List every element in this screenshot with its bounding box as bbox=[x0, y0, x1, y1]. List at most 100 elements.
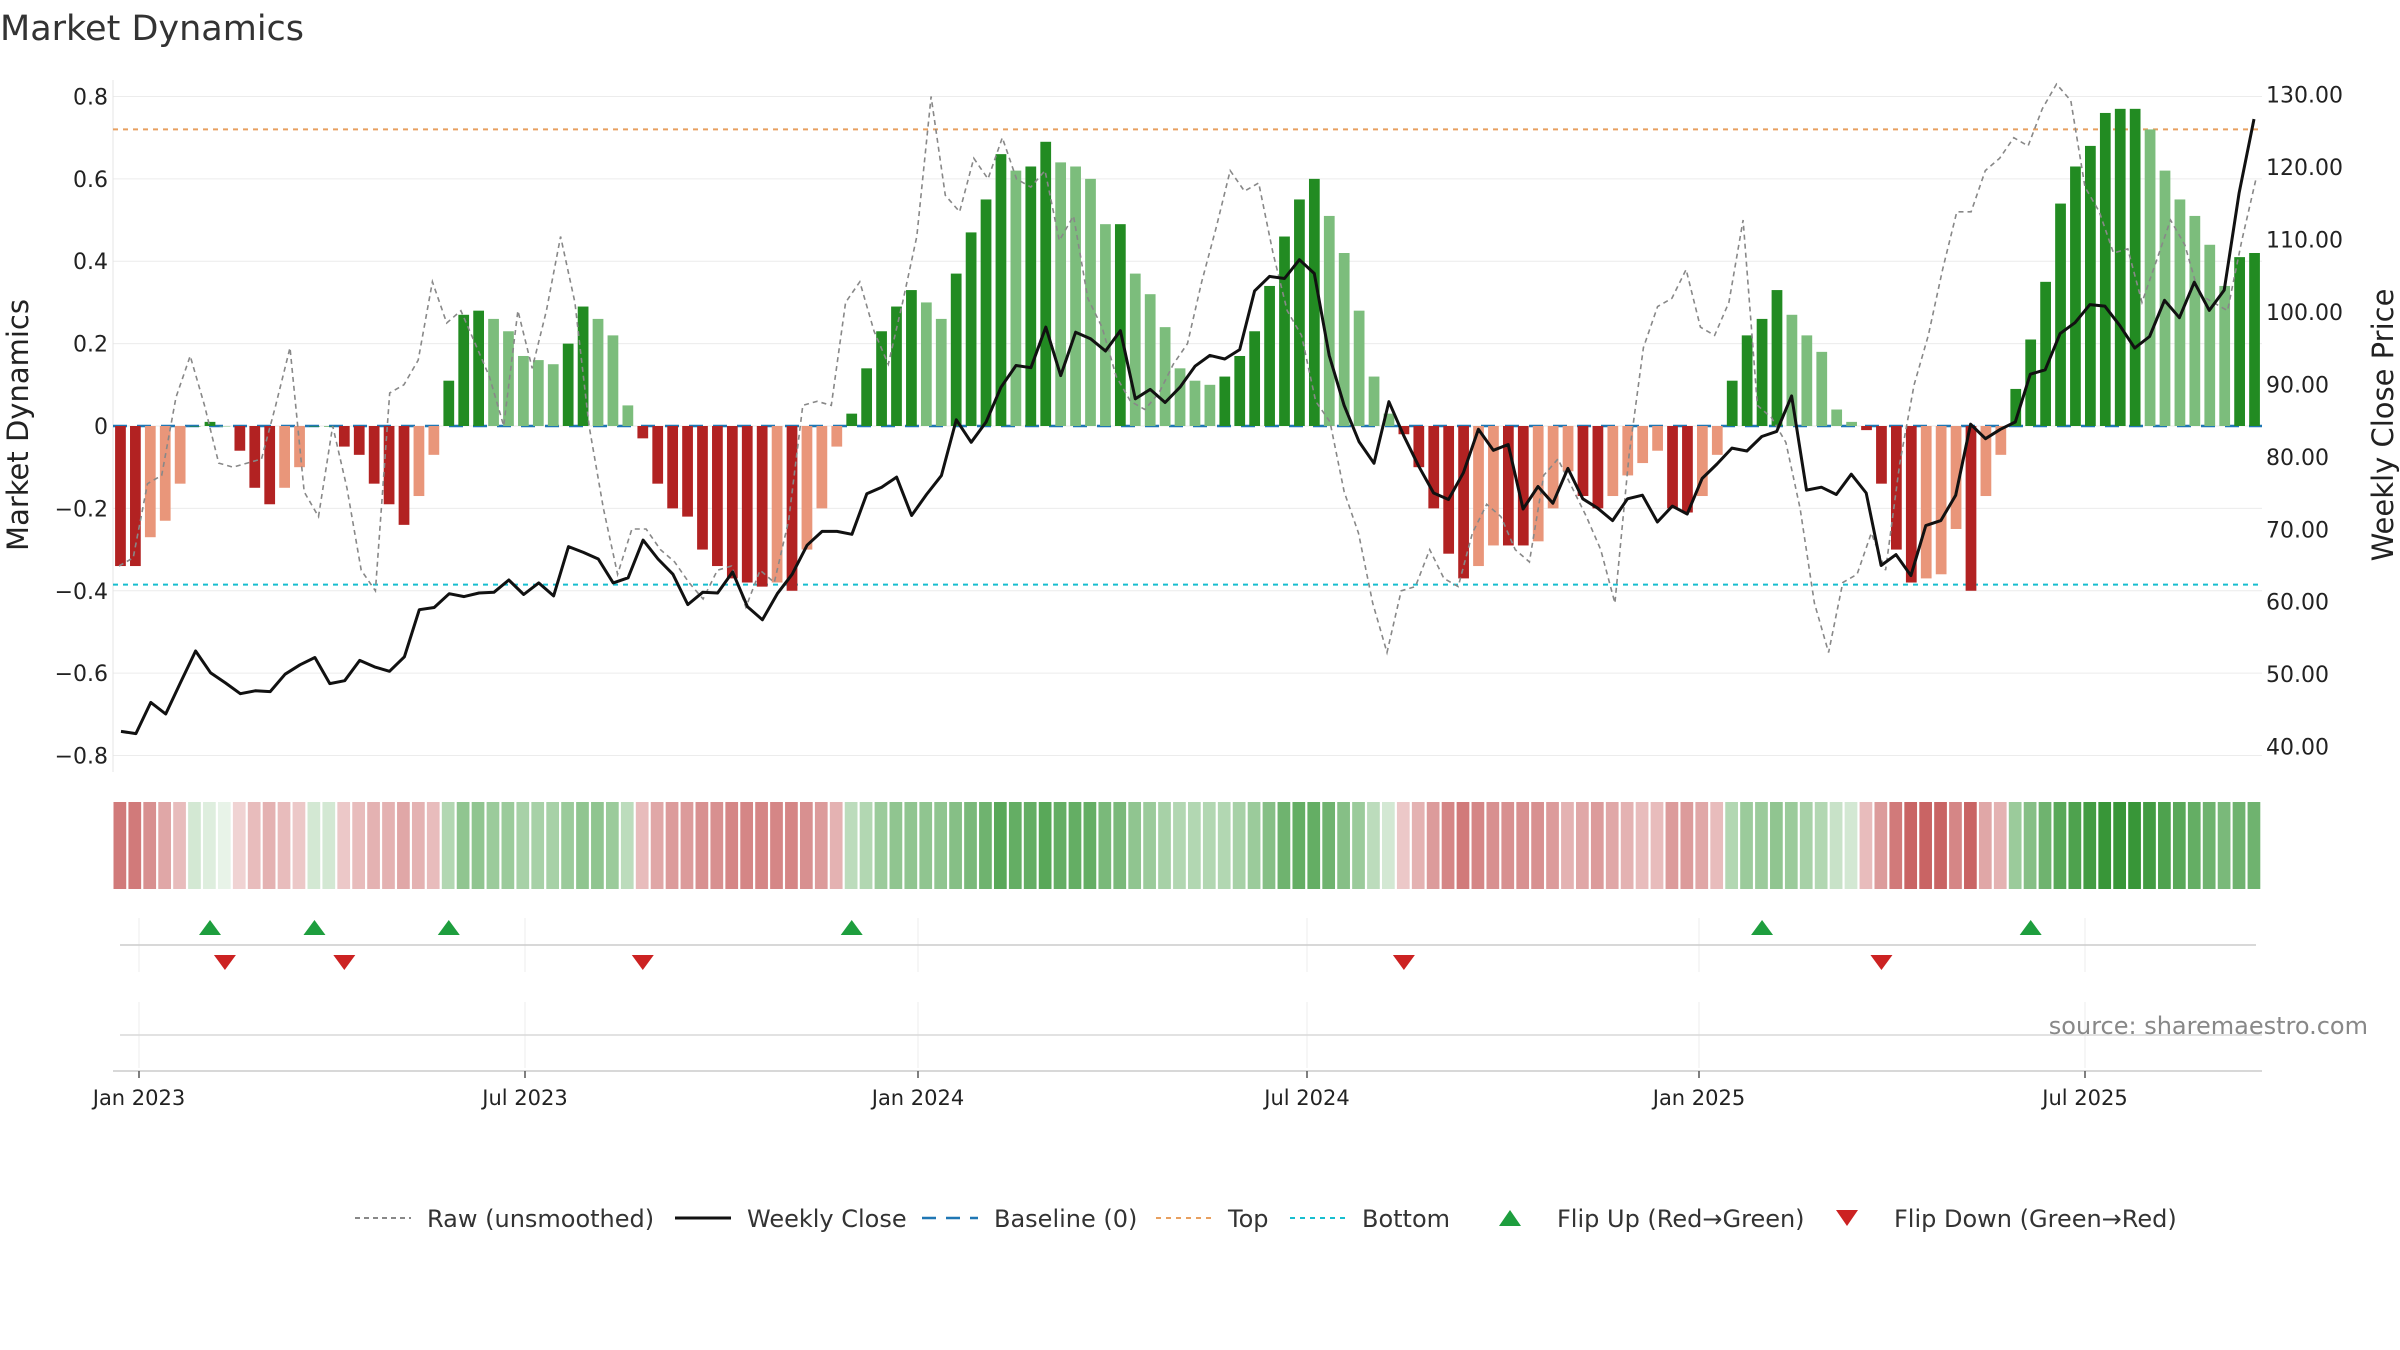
bar bbox=[831, 426, 843, 447]
flip-up-marker bbox=[840, 920, 863, 935]
strip-cell bbox=[1919, 802, 1932, 889]
strip-cell bbox=[1158, 802, 1171, 889]
strip-cell bbox=[1531, 802, 1544, 889]
bar bbox=[1144, 294, 1156, 426]
legend-label: Top bbox=[1227, 1205, 1269, 1233]
strip-cell bbox=[680, 802, 694, 889]
strip-cell bbox=[367, 802, 380, 889]
bar bbox=[2234, 257, 2245, 426]
y2-tick-label: 60.00 bbox=[2266, 591, 2329, 616]
strip-cell bbox=[2143, 802, 2156, 889]
bar bbox=[1741, 335, 1753, 426]
bar bbox=[667, 426, 679, 509]
bar bbox=[1532, 426, 1544, 542]
bar bbox=[622, 405, 634, 426]
strip-cell bbox=[2172, 802, 2186, 889]
bar bbox=[324, 426, 335, 427]
flip-up-marker bbox=[303, 920, 326, 935]
strip-cell bbox=[1396, 802, 1410, 889]
bar bbox=[249, 426, 261, 488]
bar bbox=[204, 421, 216, 426]
bar bbox=[1189, 380, 1201, 426]
bar bbox=[398, 426, 410, 525]
strip-cell bbox=[1247, 802, 1261, 889]
bar bbox=[2070, 166, 2081, 426]
bar bbox=[1920, 426, 1932, 579]
bar bbox=[1025, 166, 1037, 426]
y-tick-label: −0.6 bbox=[55, 662, 108, 687]
strip-cell bbox=[1784, 802, 1798, 889]
bar bbox=[741, 426, 753, 583]
strip-cell bbox=[1814, 802, 1828, 889]
strip-cell bbox=[1128, 802, 1142, 889]
bar bbox=[264, 426, 276, 505]
strip-cell bbox=[426, 802, 440, 889]
bar bbox=[353, 426, 365, 455]
bar bbox=[1517, 426, 1529, 546]
bar bbox=[1905, 426, 1917, 583]
flip-down-marker bbox=[631, 955, 654, 970]
strip-cell bbox=[785, 802, 798, 889]
bar bbox=[1159, 327, 1171, 426]
bar bbox=[920, 302, 932, 426]
legend-flip-up-icon bbox=[1499, 1210, 1521, 1226]
strip-cell bbox=[1740, 802, 1753, 889]
bar bbox=[234, 426, 246, 451]
strip-cell bbox=[2187, 802, 2201, 889]
strip-cell bbox=[411, 802, 425, 889]
bar bbox=[726, 426, 738, 579]
strip-cell bbox=[979, 802, 992, 889]
strip-cell bbox=[307, 802, 321, 889]
bar bbox=[891, 306, 902, 426]
lower-panel bbox=[113, 1002, 2262, 1072]
bar bbox=[413, 426, 425, 497]
strip-cell bbox=[1307, 802, 1321, 889]
bar bbox=[1696, 426, 1708, 497]
strip-cell bbox=[1725, 802, 1738, 889]
flip-down-marker bbox=[1870, 955, 1893, 970]
bar bbox=[1786, 314, 1798, 426]
bar bbox=[1846, 421, 1857, 426]
strip-cell bbox=[1993, 802, 2007, 889]
strip-cell bbox=[1516, 802, 1530, 889]
strip-cell bbox=[1456, 802, 1470, 889]
chart-title: Market Dynamics bbox=[0, 9, 304, 49]
bar bbox=[1174, 368, 1186, 426]
bar bbox=[1443, 426, 1455, 554]
y2-tick-label: 110.00 bbox=[2266, 228, 2343, 253]
strip-cell bbox=[441, 802, 455, 889]
bar bbox=[1294, 199, 1305, 426]
y-tick-label: 0.4 bbox=[73, 250, 108, 275]
x-tick-label: Jul 2023 bbox=[480, 1086, 567, 1110]
bar bbox=[1055, 162, 1067, 426]
strip-cell bbox=[456, 802, 470, 889]
bar bbox=[682, 426, 693, 517]
bar bbox=[130, 426, 141, 567]
bar bbox=[846, 413, 858, 426]
strip-cell bbox=[1949, 802, 1962, 889]
gridlines bbox=[112, 80, 2262, 772]
y-axis-right: 130.00 120.00 110.00 100.00 90.00 80.00 70.00 6… bbox=[2266, 83, 2343, 760]
strip-cell bbox=[635, 802, 649, 889]
y-tick-label: 0.6 bbox=[73, 168, 108, 193]
strip-cell bbox=[1799, 802, 1813, 889]
bar bbox=[189, 426, 201, 427]
bar bbox=[1488, 426, 1499, 546]
bar bbox=[1637, 426, 1649, 464]
y2-tick-label: 120.00 bbox=[2266, 156, 2343, 181]
y-tick-label: −0.4 bbox=[55, 580, 108, 605]
bar bbox=[801, 426, 813, 550]
bar bbox=[1085, 178, 1096, 426]
flip-down-marker bbox=[333, 955, 356, 970]
weekly-close-line bbox=[120, 118, 2256, 736]
strip-cell bbox=[605, 802, 619, 889]
strip-cell bbox=[1695, 802, 1709, 889]
strip-cell bbox=[531, 802, 545, 889]
bar bbox=[1114, 224, 1126, 426]
bar bbox=[159, 426, 171, 521]
bar bbox=[1413, 426, 1425, 468]
bar bbox=[219, 426, 231, 427]
y-tick-label: 0 bbox=[94, 415, 108, 440]
bar bbox=[518, 355, 529, 426]
